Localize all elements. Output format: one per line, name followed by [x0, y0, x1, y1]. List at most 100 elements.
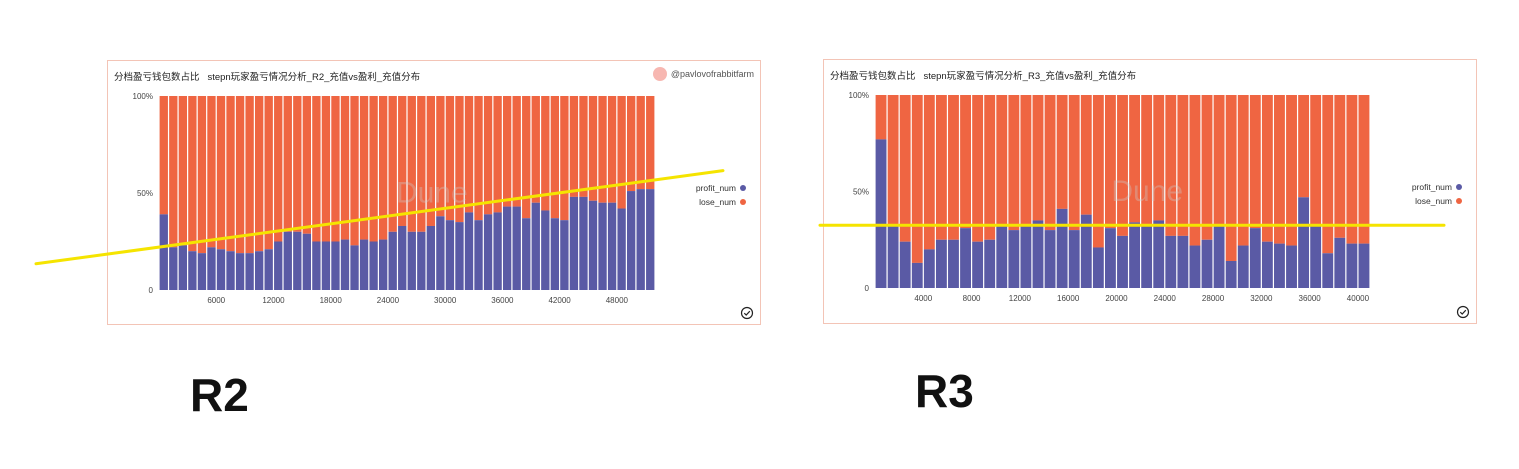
bar-lose-num [1068, 95, 1080, 231]
legend-label: lose_num [1415, 196, 1452, 206]
x-tick-label: 6000 [207, 296, 225, 305]
section-label-r3: R3 [915, 365, 974, 417]
bar-profit-num [226, 251, 235, 290]
bar-profit-num [293, 231, 302, 290]
bar-lose-num [1298, 95, 1310, 198]
bar-lose-num [579, 96, 588, 197]
bar-lose-num [1044, 95, 1056, 231]
bar-profit-num [321, 241, 331, 290]
bar-profit-num [1201, 239, 1213, 288]
legend-r3: profit_num lose_num [1412, 180, 1462, 208]
bar-profit-num [636, 189, 645, 290]
bar-profit-num [1092, 247, 1104, 288]
check-circle-icon[interactable] [1456, 305, 1470, 319]
bar-profit-num [579, 196, 588, 290]
bar-lose-num [502, 96, 512, 207]
bar-lose-num [1032, 95, 1044, 221]
bar-lose-num [984, 95, 996, 240]
bar-chart-r2: Dune 0 50% 100% 6000 12000 18000 24000 30000 3600… [133, 92, 655, 305]
bar-profit-num [169, 247, 178, 290]
bar-profit-num [531, 202, 540, 290]
bar-lose-num [1346, 95, 1358, 244]
bar-lose-num [1237, 95, 1249, 246]
bar-lose-num [340, 96, 350, 240]
chart-panel-r2: 分档盈亏钱包数占比 stepn玩家盈亏情况分析_R2_充值vs盈利_充值分布 @… [107, 60, 761, 325]
bar-profit-num [1358, 243, 1370, 288]
bar-profit-num [598, 202, 607, 290]
avatar [652, 67, 667, 81]
bar-profit-num [1129, 222, 1141, 288]
bar-lose-num [207, 96, 216, 248]
bar-profit-num [911, 262, 923, 288]
bar-lose-num [550, 96, 560, 219]
check-circle-icon[interactable] [740, 306, 754, 320]
bar-profit-num [426, 225, 436, 290]
bar-lose-num [1092, 95, 1104, 248]
bar-lose-num [235, 96, 245, 254]
bar-profit-num [235, 253, 245, 290]
bar-profit-num [875, 139, 887, 288]
y-tick-label: 50% [853, 188, 869, 197]
x-tick-label: 18000 [320, 296, 343, 305]
bar-lose-num [1117, 95, 1128, 236]
x-tick-label: 16000 [1057, 294, 1080, 303]
bar-profit-num [350, 245, 359, 290]
bar-profit-num [445, 220, 455, 290]
bar-profit-num [984, 239, 996, 288]
bar-lose-num [875, 95, 887, 140]
bar-lose-num [887, 95, 899, 227]
bar-profit-num [626, 191, 636, 290]
legend-r2: profit_num lose_num [696, 181, 746, 209]
bar-profit-num [899, 241, 911, 288]
legend-item-profit[interactable]: profit_num [696, 181, 746, 195]
bar-profit-num [923, 249, 935, 288]
bar-profit-num [972, 241, 984, 288]
bar-lose-num [407, 96, 416, 232]
bar-lose-num [245, 96, 254, 254]
legend-label: profit_num [695, 183, 736, 193]
bar-lose-num [569, 96, 579, 197]
legend-item-profit[interactable]: profit_num [1412, 180, 1462, 194]
bar-lose-num [216, 96, 226, 250]
bar-profit-num [960, 228, 971, 288]
bar-profit-num [1189, 245, 1201, 288]
bar-lose-num [1286, 95, 1297, 246]
bar-profit-num [216, 249, 226, 290]
bar-profit-num [283, 231, 292, 290]
bar-profit-num [178, 245, 188, 290]
bar-lose-num [426, 96, 436, 226]
bar-profit-num [1177, 235, 1189, 288]
x-tick-label: 36000 [491, 296, 514, 305]
bar-lose-num [960, 95, 971, 229]
bar-lose-num [417, 96, 426, 232]
bar-lose-num [560, 96, 569, 221]
bar-profit-num [464, 212, 474, 290]
bar-profit-num [302, 233, 312, 290]
bar-lose-num [293, 96, 302, 232]
legend-label: lose_num [699, 197, 736, 207]
bar-lose-num [274, 96, 283, 242]
bar-profit-num [1165, 235, 1177, 288]
bar-profit-num [646, 189, 655, 290]
chart-panel-r3: 分档盈亏钱包数占比 stepn玩家盈亏情况分析_R3_充值vs盈利_充值分布 D… [823, 59, 1477, 324]
bar-profit-num [1056, 208, 1068, 288]
bar-profit-num [1237, 245, 1249, 288]
bar-profit-num [274, 241, 283, 290]
bar-profit-num [502, 206, 512, 290]
bar-profit-num [1032, 220, 1044, 288]
bar-profit-num [1334, 237, 1346, 288]
bar-profit-num [378, 239, 388, 290]
bar-lose-num [1189, 95, 1201, 246]
author-badge[interactable]: @pavlovofrabbitfarm [652, 67, 754, 81]
chart-subtitle: stepn玩家盈亏情况分析_R2_充值vs盈利_充值分布 [207, 72, 421, 83]
bar-lose-num [935, 95, 947, 240]
legend-item-lose[interactable]: lose_num [1412, 194, 1462, 208]
legend-item-lose[interactable]: lose_num [696, 195, 746, 209]
author-name[interactable]: @pavlovofrabbitfarm [670, 69, 754, 79]
bar-chart-r3: Dune 0 50% 100% 4000 8000 12000 16000 20000 24000… [849, 91, 1370, 303]
bar-lose-num [923, 95, 935, 250]
bar-profit-num [935, 239, 947, 288]
x-tick-label: 12000 [262, 296, 285, 305]
bar-profit-num [474, 220, 483, 290]
bar-profit-num [560, 220, 569, 290]
